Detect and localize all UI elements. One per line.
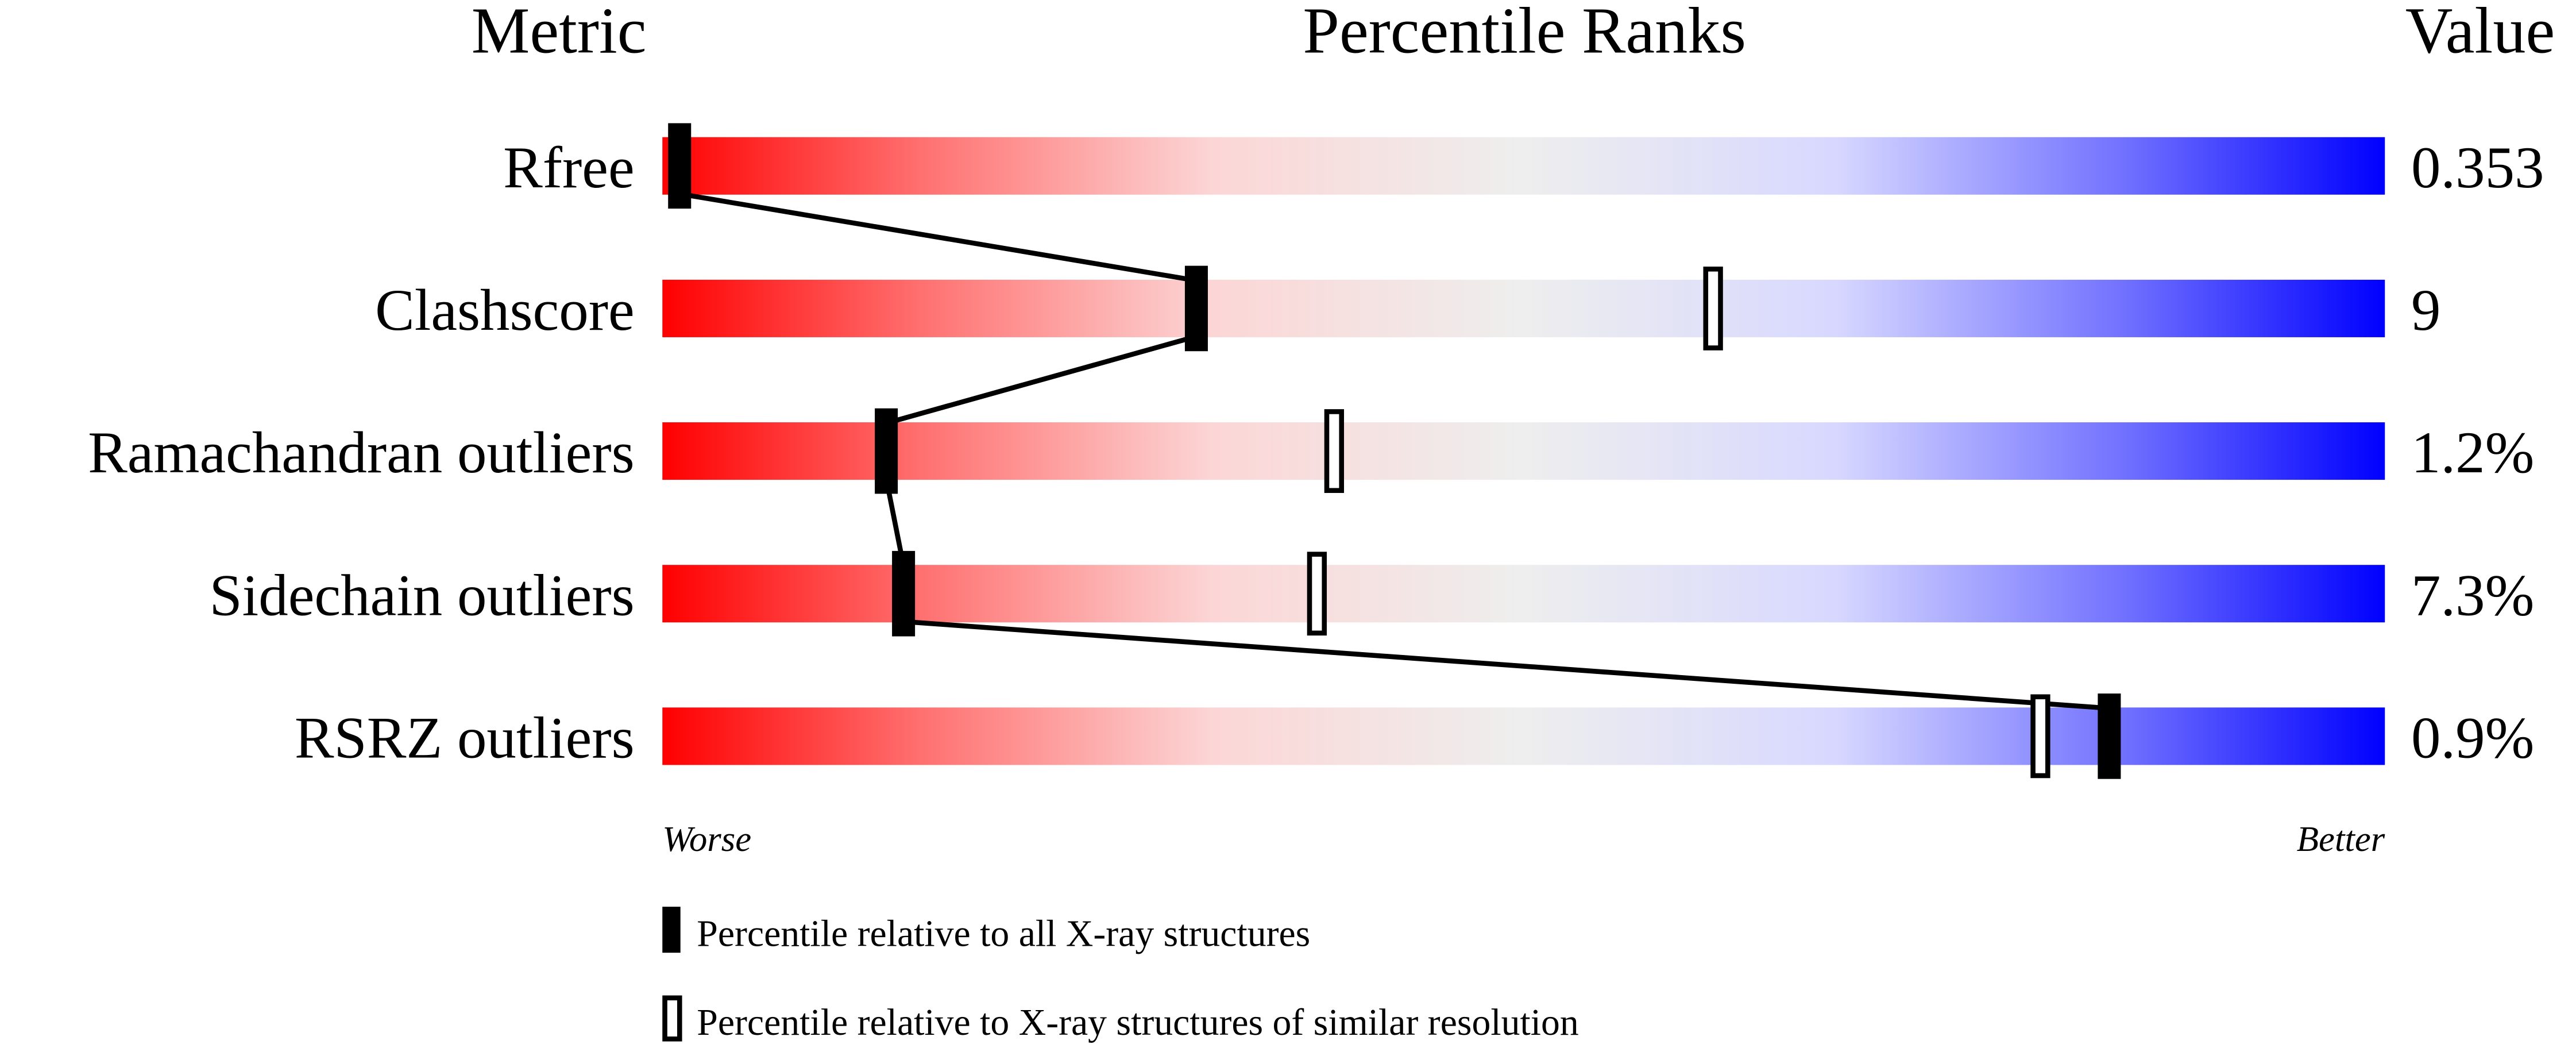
- metric-label: Rfree: [503, 135, 635, 201]
- metric-value: 0.9%: [2411, 706, 2534, 771]
- connector-line: [679, 191, 1197, 283]
- similar-resolution-marker: [1703, 267, 1723, 350]
- connector-line: [903, 619, 2110, 711]
- percentile-bar: [662, 422, 2385, 480]
- all-structures-marker: [1184, 265, 1208, 352]
- connector-line: [885, 334, 1198, 426]
- similar-resolution-marker: [1307, 552, 1327, 636]
- legend-hollow-marker: [662, 995, 682, 1042]
- metric-label: Ramachandran outliers: [88, 420, 635, 486]
- all-structures-marker: [2098, 693, 2121, 779]
- percentile-bar: [662, 565, 2385, 623]
- better-label: Better: [2297, 819, 2385, 859]
- legend-all-label: Percentile relative to all X-ray structu…: [697, 913, 1310, 955]
- percentile-bar: [662, 707, 2385, 765]
- all-structures-marker: [668, 123, 692, 209]
- header-value: Value: [2405, 0, 2555, 67]
- worse-label: Worse: [662, 819, 751, 859]
- similar-resolution-marker: [1324, 409, 1345, 493]
- metric-value: 7.3%: [2411, 562, 2534, 628]
- similar-resolution-marker: [2030, 694, 2050, 779]
- metric-label: Sidechain outliers: [209, 562, 634, 628]
- metric-label: RSRZ outliers: [295, 706, 635, 771]
- percentile-bar: [662, 137, 2385, 195]
- all-structures-marker: [875, 408, 898, 494]
- header-percentile-ranks: Percentile Ranks: [1303, 0, 1746, 67]
- metric-value: 0.353: [2411, 135, 2544, 201]
- metric-value: 9: [2411, 278, 2440, 343]
- metric-label: Clashscore: [375, 278, 635, 343]
- all-structures-marker: [892, 550, 916, 637]
- legend-similar-label: Percentile relative to X-ray structures …: [697, 1001, 1578, 1043]
- metric-value: 1.2%: [2411, 420, 2534, 486]
- legend-filled-marker: [662, 907, 681, 953]
- header-metric: Metric: [472, 0, 647, 67]
- percentile-bar: [662, 279, 2385, 337]
